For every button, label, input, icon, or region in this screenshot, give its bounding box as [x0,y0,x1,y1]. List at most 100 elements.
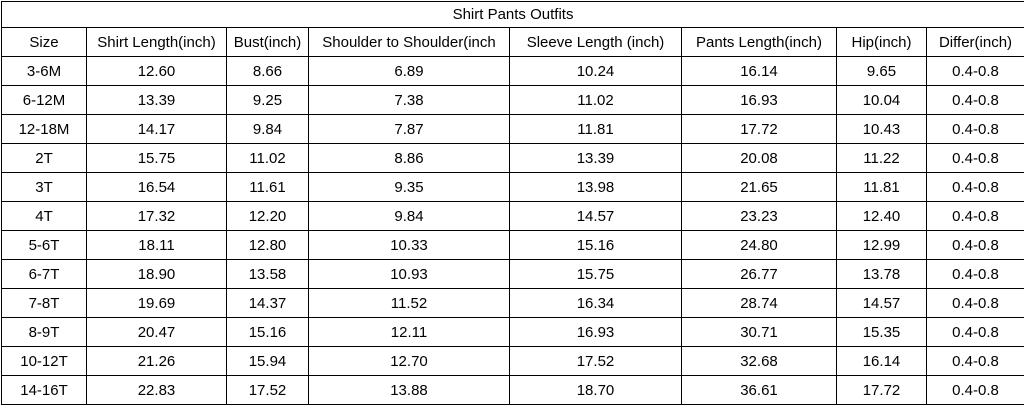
size-label-cell: 3-6M [1,56,87,86]
measurement-cell: 12.80 [226,230,309,260]
measurement-cell: 14.17 [86,114,227,144]
column-header-shirt-length: Shirt Length(inch) [86,27,227,57]
measurement-cell: 12.60 [86,56,227,86]
size-label-cell: 10-12T [1,346,87,376]
measurement-cell: 24.80 [681,230,837,260]
measurement-cell: 0.4-0.8 [925,259,1024,289]
measurement-cell: 6.89 [308,56,510,86]
measurement-cell: 15.16 [226,317,309,347]
measurement-cell: 15.35 [836,317,927,347]
measurement-cell: 17.32 [86,201,227,231]
measurement-cell: 12.70 [308,346,510,376]
table-header-row: Size Shirt Length(inch) Bust(inch) Shoul… [1,27,1024,57]
size-label-cell: 3T [1,172,87,202]
table-row: 5-6T 18.11 12.80 10.33 15.16 24.80 12.99 0.4-0.… [1,230,1024,260]
measurement-cell: 0.4-0.8 [925,288,1024,318]
table-row: 8-9T 20.47 15.16 12.11 16.93 30.71 15.35 0.4-0.… [1,317,1024,347]
table-row: 7-8T 19.69 14.37 11.52 16.34 28.74 14.57 0.4-0.… [1,288,1024,318]
measurement-cell: 13.39 [86,85,227,115]
measurement-cell: 11.02 [226,143,309,173]
measurement-cell: 23.23 [681,201,837,231]
measurement-cell: 18.11 [86,230,227,260]
table-title: Shirt Pants Outfits [0,1,1024,28]
table-row: 12-18M 14.17 9.84 7.87 11.81 17.72 10.43 0.4-0.… [1,114,1024,144]
measurement-cell: 18.70 [509,375,682,405]
table-row: 2T 15.75 11.02 8.86 13.39 20.08 11.22 0.4-0.8 [1,143,1024,173]
measurement-cell: 8.66 [226,56,309,86]
measurement-cell: 13.58 [226,259,309,289]
measurement-cell: 0.4-0.8 [925,230,1024,260]
measurement-cell: 21.26 [86,346,227,376]
measurement-cell: 16.54 [86,172,227,202]
measurement-cell: 12.20 [226,201,309,231]
measurement-cell: 11.81 [509,114,682,144]
measurement-cell: 16.14 [836,346,927,376]
table-row: 3T 16.54 11.61 9.35 13.98 21.65 11.81 0.4-0.8 [1,172,1024,202]
measurement-cell: 13.98 [509,172,682,202]
measurement-cell: 13.88 [308,375,510,405]
measurement-cell: 9.35 [308,172,510,202]
measurement-cell: 9.65 [836,56,927,86]
measurement-cell: 15.94 [226,346,309,376]
measurement-cell: 16.34 [509,288,682,318]
table-row: 14-16T 22.83 17.52 13.88 18.70 36.61 17.72 0.4-… [1,375,1024,405]
measurement-cell: 28.74 [681,288,837,318]
column-header-bust: Bust(inch) [226,27,309,57]
measurement-cell: 12.40 [836,201,927,231]
size-label-cell: 7-8T [1,288,87,318]
measurement-cell: 11.22 [836,143,927,173]
measurement-cell: 10.93 [308,259,510,289]
column-header-differ: Differ(inch) [925,27,1024,57]
measurement-cell: 26.77 [681,259,837,289]
table-row: 6-7T 18.90 13.58 10.93 15.75 26.77 13.78 0.4-0.… [1,259,1024,289]
column-header-shoulder-to-shoulder: Shoulder to Shoulder(inch [308,27,510,57]
table-row: 6-12M 13.39 9.25 7.38 11.02 16.93 10.04 0.4-0.8 [1,85,1024,115]
measurement-cell: 17.52 [226,375,309,405]
measurement-cell: 15.75 [509,259,682,289]
column-header-hip: Hip(inch) [836,27,927,57]
measurement-cell: 13.39 [509,143,682,173]
measurement-cell: 0.4-0.8 [925,317,1024,347]
measurement-cell: 11.02 [509,85,682,115]
measurement-cell: 16.14 [681,56,837,86]
measurement-cell: 10.33 [308,230,510,260]
size-chart-table: Shirt Pants Outfits Size Shirt Length(in… [0,1,1024,405]
measurement-cell: 11.81 [836,172,927,202]
size-label-cell: 8-9T [1,317,87,347]
size-label-cell: 6-7T [1,259,87,289]
measurement-cell: 15.75 [86,143,227,173]
measurement-cell: 0.4-0.8 [925,85,1024,115]
measurement-cell: 7.87 [308,114,510,144]
measurement-cell: 36.61 [681,375,837,405]
measurement-cell: 15.16 [509,230,682,260]
measurement-cell: 13.78 [836,259,927,289]
measurement-cell: 16.93 [681,85,837,115]
table-title-row: Shirt Pants Outfits [0,1,1024,28]
measurement-cell: 17.52 [509,346,682,376]
table-row: 3-6M 12.60 8.66 6.89 10.24 16.14 9.65 0.4-0.8 [1,56,1024,86]
measurement-cell: 11.52 [308,288,510,318]
table-row: 4T 17.32 12.20 9.84 14.57 23.23 12.40 0.4-0.8 [1,201,1024,231]
measurement-cell: 20.47 [86,317,227,347]
size-label-cell: 2T [1,143,87,173]
measurement-cell: 20.08 [681,143,837,173]
measurement-cell: 7.38 [308,85,510,115]
size-label-cell: 5-6T [1,230,87,260]
size-table-body: 3-6M 12.60 8.66 6.89 10.24 16.14 9.65 0.4-0.8 6-… [1,56,1024,405]
measurement-cell: 32.68 [681,346,837,376]
measurement-cell: 0.4-0.8 [925,56,1024,86]
measurement-cell: 9.84 [308,201,510,231]
measurement-cell: 9.25 [226,85,309,115]
column-header-sleeve-length: Sleeve Length (inch) [509,27,682,57]
measurement-cell: 8.86 [308,143,510,173]
measurement-cell: 19.69 [86,288,227,318]
measurement-cell: 12.99 [836,230,927,260]
measurement-cell: 10.24 [509,56,682,86]
size-label-cell: 12-18M [1,114,87,144]
measurement-cell: 11.61 [226,172,309,202]
measurement-cell: 14.57 [836,288,927,318]
measurement-cell: 10.04 [836,85,927,115]
size-label-cell: 14-16T [1,375,87,405]
table-row: 10-12T 21.26 15.94 12.70 17.52 32.68 16.14 0.4-… [1,346,1024,376]
measurement-cell: 0.4-0.8 [925,114,1024,144]
